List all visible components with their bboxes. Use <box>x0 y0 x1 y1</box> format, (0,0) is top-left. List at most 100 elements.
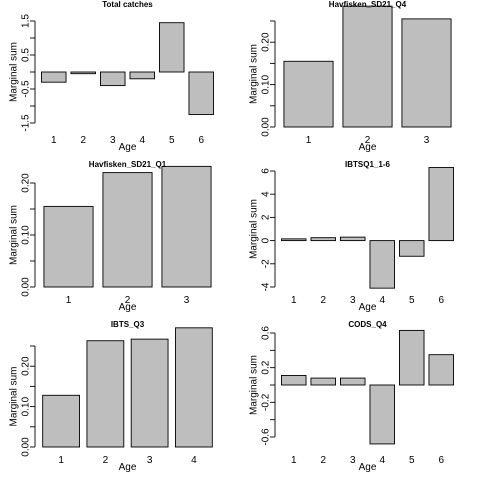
bar-5 <box>159 22 185 73</box>
bar-2 <box>70 71 96 75</box>
bar-3 <box>340 377 366 386</box>
x-tick-label: 4 <box>379 295 385 306</box>
y-tick-label: 4 <box>261 191 272 197</box>
panel-title: IBTS_Q3 <box>111 320 145 329</box>
x-tick-label: 1 <box>306 135 312 146</box>
x-tick-label: 3 <box>350 455 356 466</box>
bar-6 <box>188 71 214 115</box>
x-tick-label: 4 <box>139 135 145 146</box>
bar-4 <box>369 384 395 445</box>
y-tick-label: -4 <box>261 282 272 291</box>
bar-6 <box>428 354 454 386</box>
x-tick-label: 4 <box>191 455 197 466</box>
x-tick-label: 1 <box>66 295 72 306</box>
y-axis-label: Marginal sum <box>249 199 260 259</box>
bar-1 <box>281 238 307 242</box>
y-tick-label: 0.5 <box>21 48 32 62</box>
bar-1 <box>43 205 94 288</box>
x-tick-label: 5 <box>409 455 415 466</box>
y-tick-label: 0.10 <box>21 396 32 416</box>
x-axis-label: Age <box>119 462 137 473</box>
y-axis-label: Marginal sum <box>9 366 20 426</box>
x-axis-label: Age <box>359 462 377 473</box>
panel-title: Havfisken_SD21_Q1 <box>89 160 167 169</box>
bar-3 <box>100 71 126 87</box>
y-tick-label: 0.00 <box>261 117 272 137</box>
x-tick-label: 3 <box>424 135 430 146</box>
y-axis-label: Marginal sum <box>9 205 20 265</box>
bar-4 <box>174 327 213 448</box>
x-axis-label: Age <box>119 142 137 153</box>
x-tick-label: 1 <box>58 455 64 466</box>
panel-3: 1 2 3 0.00 0.10 0.20 Havfisken_SD21_Q1 Age Margi… <box>9 160 212 313</box>
y-tick-label: 0.20 <box>261 32 272 52</box>
panel-1: 1 2 3 4 5 6 -1.5 -0.5 0.5 1.5 Total catches Age Marg… <box>9 0 214 153</box>
x-tick-label: 1 <box>51 135 57 146</box>
y-tick-label: 0.00 <box>21 277 32 297</box>
bar-5 <box>399 240 425 257</box>
panel-title: Havfisken_SD21_Q4 <box>329 0 407 9</box>
bar-1 <box>283 60 334 128</box>
y-tick-label: 0 <box>261 237 272 243</box>
panel-title: CODS_Q4 <box>348 320 387 329</box>
y-tick-label: 2 <box>261 214 272 220</box>
x-tick-label: 5 <box>169 135 175 146</box>
bar-2 <box>86 340 125 448</box>
y-tick-label: -0.2 <box>261 393 272 411</box>
bar-3 <box>340 236 366 242</box>
x-tick-label: 3 <box>110 135 116 146</box>
y-tick-label: 0.6 <box>261 326 272 340</box>
bar-4 <box>369 240 395 289</box>
x-tick-label: 2 <box>320 455 326 466</box>
x-tick-label: 2 <box>80 135 86 146</box>
bar-1 <box>41 71 67 83</box>
bar-5 <box>399 329 425 386</box>
bar-2 <box>102 172 153 288</box>
x-tick-label: 6 <box>198 135 204 146</box>
x-tick-label: 1 <box>291 295 297 306</box>
y-axis-label: Marginal sum <box>249 355 260 415</box>
panel-4: 1 2 3 4 5 6 -4 -2 0 2 4 6 IBTSQ1_1-6 Age Marginal sum <box>249 160 454 313</box>
bar-1 <box>42 394 80 448</box>
x-tick-label: 2 <box>320 295 326 306</box>
y-tick-label: 0.2 <box>261 360 272 374</box>
x-tick-label: 6 <box>438 455 444 466</box>
y-tick-label: 0.00 <box>21 437 32 457</box>
y-tick-label: 1.5 <box>21 14 32 28</box>
y-axis-label: Marginal sum <box>249 44 260 104</box>
x-tick-label: 6 <box>438 295 444 306</box>
panel-2: 1 2 3 0.00 0.10 0.20 Havfisken_SD21_Q4 Age Margi… <box>249 0 452 153</box>
x-tick-label: 1 <box>291 455 297 466</box>
bar-2 <box>310 377 336 386</box>
y-tick-label: 0.20 <box>21 356 32 376</box>
x-tick-label: 2 <box>125 295 131 306</box>
y-tick-label: -2 <box>261 259 272 268</box>
x-tick-label: 2 <box>103 455 109 466</box>
x-axis-label: Age <box>119 302 137 313</box>
y-axis-label: Marginal sum <box>9 42 20 102</box>
y-tick-label: 6 <box>261 168 272 174</box>
y-tick-label: -1.5 <box>21 114 32 132</box>
bar-4 <box>129 71 155 80</box>
x-tick-label: 5 <box>409 295 415 306</box>
y-tick-label: 0.10 <box>21 225 32 245</box>
bar-2 <box>342 5 393 128</box>
y-tick-label: -0.5 <box>21 80 32 98</box>
x-tick-label: 4 <box>379 455 385 466</box>
panel-5: 1 2 3 4 0.00 0.10 0.20 IBTS_Q3 Age Marginal sum <box>9 320 213 473</box>
panel-title: Total catches <box>102 0 153 9</box>
bar-3 <box>401 18 452 128</box>
bar-6 <box>428 167 454 242</box>
x-tick-label: 3 <box>350 295 356 306</box>
panel-title: IBTSQ1_1-6 <box>345 160 390 169</box>
x-tick-label: 3 <box>147 455 153 466</box>
y-tick-label: 0.20 <box>21 173 32 193</box>
x-axis-label: Age <box>359 302 377 313</box>
panel-6: 1 2 3 4 5 6 -0.6 -0.2 0.2 0.6 CODS_Q4 Age Marginal s… <box>249 320 454 473</box>
bar-3 <box>161 165 212 288</box>
y-tick-label: -0.6 <box>261 428 272 446</box>
bar-1 <box>281 375 307 386</box>
x-tick-label: 2 <box>365 135 371 146</box>
x-axis-label: Age <box>359 142 377 153</box>
